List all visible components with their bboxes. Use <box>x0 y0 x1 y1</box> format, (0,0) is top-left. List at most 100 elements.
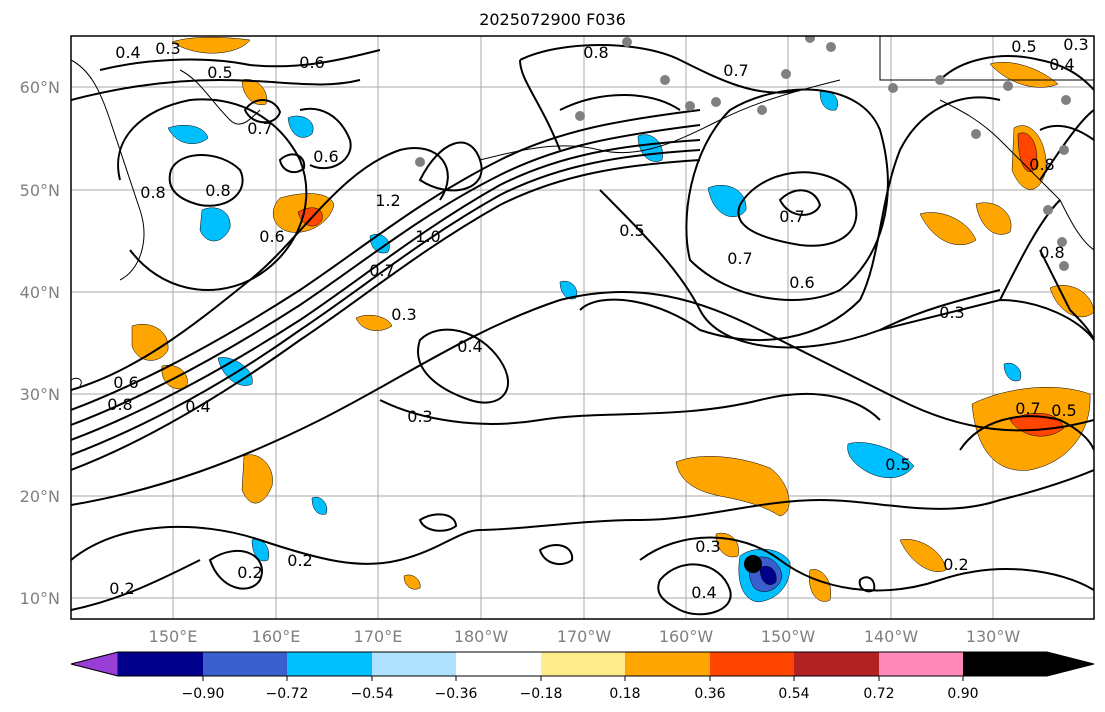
colorbar-segment <box>287 652 372 676</box>
colorbar-tick-label: 0.54 <box>778 686 809 702</box>
positive-anomaly <box>899 539 947 572</box>
contour-label: 0.2 <box>943 555 968 574</box>
negative-anomaly <box>707 185 747 217</box>
contour-label: 0.5 <box>207 63 232 82</box>
lat-tick-label: 20°N <box>20 487 60 506</box>
contour-label-group: 0.3 0.4 0.5 0.6 0.7 0.8 0.6 0.8 0.6 1.2 … <box>107 35 1088 602</box>
contour-label: 0.8 <box>1029 155 1054 174</box>
colorbar-segment <box>456 652 541 676</box>
positive-anomaly <box>809 569 832 602</box>
contour-label: 0.7 <box>779 207 804 226</box>
strong-positive-anomaly <box>1017 132 1038 172</box>
station-markers <box>415 36 1071 271</box>
contour-label: 1.0 <box>415 227 440 246</box>
colorbar-segment <box>794 652 879 676</box>
contour-lines <box>71 44 1094 616</box>
contour-label: 0.8 <box>583 43 608 62</box>
contour-label: 0.6 <box>113 373 138 392</box>
contour-label: 0.4 <box>457 337 482 356</box>
colorbar-segment <box>541 652 625 676</box>
contour-label: 0.3 <box>155 39 180 58</box>
lon-tick-label: 150°W <box>761 627 816 646</box>
contour-label: 0.8 <box>205 181 230 200</box>
contour-label: 1.2 <box>375 191 400 210</box>
contour-label: 0.7 <box>723 61 748 80</box>
positive-anomaly <box>355 315 393 331</box>
colorbar: −0.90 −0.72 −0.54 −0.36 −0.18 0.18 0.36 … <box>70 651 1095 702</box>
negative-anomaly <box>287 115 314 138</box>
negative-anomaly <box>1003 362 1022 382</box>
contour-label: 0.3 <box>1063 35 1088 54</box>
colorbar-segment <box>963 652 1094 676</box>
contour-label: 0.8 <box>140 183 165 202</box>
contour-label: 0.3 <box>407 407 432 426</box>
colorbar-left-extension <box>70 651 119 677</box>
colorbar-tick-label: 0.90 <box>947 686 978 702</box>
contour-label: 0.6 <box>259 227 284 246</box>
latitude-axis: 60°N 50°N 40°N 30°N 20°N 10°N <box>20 78 60 608</box>
positive-anomaly <box>989 62 1059 88</box>
colorbar-outline <box>70 651 1095 677</box>
contour-label: 0.3 <box>391 305 416 324</box>
lon-tick-label: 170°W <box>557 627 612 646</box>
colorbar-tick-label: −0.36 <box>435 686 478 702</box>
contour-label: 0.3 <box>695 537 720 556</box>
contour-label: 0.8 <box>1039 243 1064 262</box>
positive-anomaly <box>131 324 169 361</box>
negative-anomaly <box>847 442 915 478</box>
negative-anomaly <box>559 280 578 300</box>
contour-label: 0.4 <box>185 397 210 416</box>
lon-tick-label: 140°W <box>864 627 919 646</box>
colorbar-tick-label: −0.54 <box>351 686 394 702</box>
contour-label: 0.4 <box>115 43 140 62</box>
coastlines <box>71 36 1094 387</box>
negative-anomaly <box>199 207 231 242</box>
colorbar-ticks <box>202 676 964 681</box>
colorbar-segment <box>203 652 287 676</box>
contour-label: 0.7 <box>1015 399 1040 418</box>
lat-tick-label: 50°N <box>20 181 60 200</box>
contour-label: 0.7 <box>247 119 272 138</box>
contour-label: 0.7 <box>727 249 752 268</box>
strongest-negative-anomaly <box>759 566 777 585</box>
lon-tick-label: 170°E <box>354 627 403 646</box>
negative-anomaly <box>167 125 209 144</box>
contour-label: 0.3 <box>939 303 964 322</box>
colorbar-tick-label: −0.90 <box>182 686 225 702</box>
lon-tick-label: 160°E <box>252 627 301 646</box>
contour-label: 0.2 <box>109 579 134 598</box>
longitude-axis: 150°E 160°E 170°E 180°W 170°W 160°W 150°… <box>149 627 1021 646</box>
colorbar-segment <box>710 652 794 676</box>
negative-anomaly <box>311 496 328 515</box>
contour-label: 0.5 <box>1051 401 1076 420</box>
colorbar-tick-label: 0.72 <box>863 686 894 702</box>
lat-tick-label: 60°N <box>20 78 60 97</box>
positive-anomaly <box>241 454 273 504</box>
contour-label: 0.6 <box>299 53 324 72</box>
contour-label: 0.4 <box>1049 55 1074 74</box>
contour-label: 0.2 <box>287 551 312 570</box>
positive-anomaly <box>675 456 790 517</box>
contour-label: 0.5 <box>885 455 910 474</box>
colorbar-segment <box>118 652 203 676</box>
lon-tick-label: 160°W <box>659 627 714 646</box>
map-frame <box>70 35 1095 620</box>
colorbar-segment <box>879 652 963 676</box>
positive-anomaly <box>975 202 1012 235</box>
colorbar-tick-label: −0.72 <box>266 686 309 702</box>
contour-label: 0.7 <box>369 261 394 280</box>
lat-tick-label: 10°N <box>20 589 60 608</box>
lat-tick-label: 30°N <box>20 385 60 404</box>
contour-label: 0.2 <box>237 563 262 582</box>
colorbar-tick-label: 0.36 <box>694 686 725 702</box>
colorbar-segment <box>372 652 456 676</box>
storm-center-marker <box>744 555 762 573</box>
contour-label: 0.6 <box>313 147 338 166</box>
contour-label: 0.6 <box>789 273 814 292</box>
positive-anomaly <box>403 574 421 590</box>
contour-label: 0.5 <box>619 221 644 240</box>
gridlines <box>71 36 1094 619</box>
positive-anomaly <box>919 212 977 246</box>
colorbar-tick-label: 0.18 <box>609 686 640 702</box>
